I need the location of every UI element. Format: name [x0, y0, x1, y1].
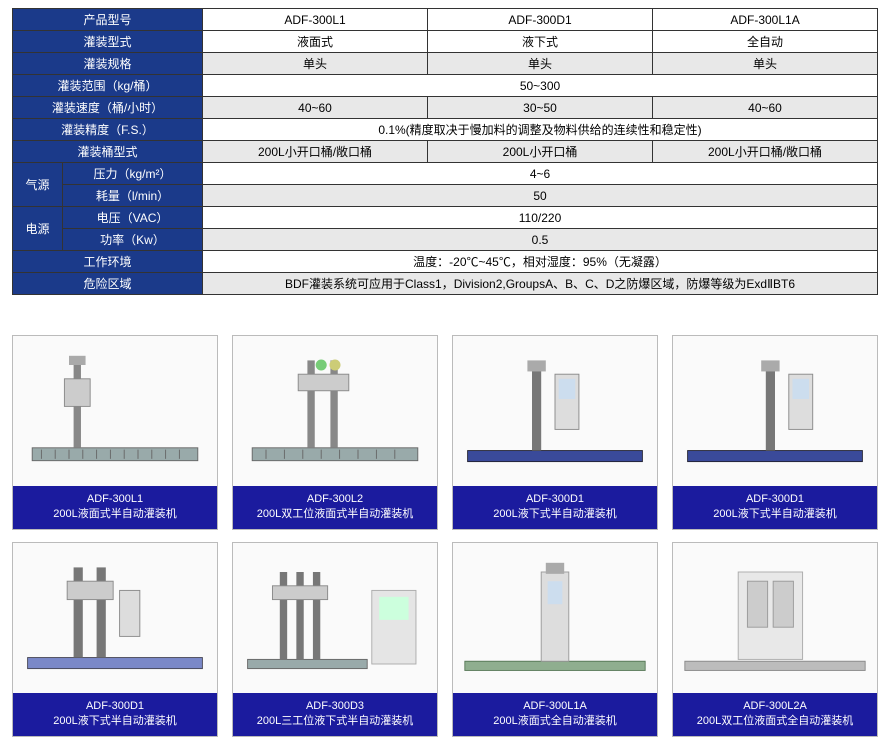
- product-caption: ADF-300D3 200L三工位液下式半自动灌装机: [233, 693, 437, 736]
- product-desc: 200L液下式半自动灌装机: [455, 507, 655, 522]
- row-barrel-type: 灌装桶型式: [13, 141, 203, 163]
- product-card: ADF-300L1A 200L液面式全自动灌装机: [452, 542, 658, 737]
- product-image: [233, 543, 437, 693]
- cell: 0.1%(精度取决于慢加料的调整及物料供给的连续性和稳定性): [203, 119, 878, 141]
- row-fill-type: 灌装型式: [13, 31, 203, 53]
- product-caption: ADF-300D1 200L液下式半自动灌装机: [673, 486, 877, 529]
- product-caption: ADF-300D1 200L液下式半自动灌装机: [13, 693, 217, 736]
- product-model: ADF-300D3: [235, 699, 435, 714]
- product-caption: ADF-300D1 200L液下式半自动灌装机: [453, 486, 657, 529]
- product-model: ADF-300D1: [675, 492, 875, 507]
- product-card: ADF-300D1 200L液下式半自动灌装机: [672, 335, 878, 530]
- product-model: ADF-300D1: [15, 699, 215, 714]
- product-desc: 200L液下式半自动灌装机: [675, 507, 875, 522]
- product-model: ADF-300D1: [455, 492, 655, 507]
- cell: ADF-300L1: [203, 9, 428, 31]
- cell: 40~60: [653, 97, 878, 119]
- product-image: [233, 336, 437, 486]
- cell: 200L小开口桶/敞口桶: [203, 141, 428, 163]
- product-image: [13, 543, 217, 693]
- row-product-model: 产品型号: [13, 9, 203, 31]
- product-card: ADF-300D1 200L液下式半自动灌装机: [12, 542, 218, 737]
- product-image: [13, 336, 217, 486]
- product-grid: ADF-300L1 200L液面式半自动灌装机 ADF-300L2 200L双工…: [12, 335, 878, 737]
- cell: 液面式: [203, 31, 428, 53]
- cell: 50~300: [203, 75, 878, 97]
- cell: ADF-300L1A: [653, 9, 878, 31]
- cell: 温度：-20℃~45℃，相对湿度：95%（无凝露）: [203, 251, 878, 273]
- product-caption: ADF-300L2A 200L双工位液面式全自动灌装机: [673, 693, 877, 736]
- product-desc: 200L液下式半自动灌装机: [15, 714, 215, 729]
- product-image: [673, 336, 877, 486]
- cell: 200L小开口桶: [428, 141, 653, 163]
- row-air-source: 气源: [13, 163, 63, 207]
- row-voltage: 电压（VAC）: [63, 207, 203, 229]
- product-card: ADF-300L2 200L双工位液面式半自动灌装机: [232, 335, 438, 530]
- product-caption: ADF-300L2 200L双工位液面式半自动灌装机: [233, 486, 437, 529]
- cell: 0.5: [203, 229, 878, 251]
- cell: 50: [203, 185, 878, 207]
- row-hazard-area: 危险区域: [13, 273, 203, 295]
- product-card: ADF-300L1 200L液面式半自动灌装机: [12, 335, 218, 530]
- cell: 单头: [203, 53, 428, 75]
- product-model: ADF-300L2: [235, 492, 435, 507]
- row-fill-range: 灌装范围（kg/桶）: [13, 75, 203, 97]
- row-work-env: 工作环境: [13, 251, 203, 273]
- row-fill-accuracy: 灌装精度（F.S.）: [13, 119, 203, 141]
- product-image: [673, 543, 877, 693]
- product-caption: ADF-300L1 200L液面式半自动灌装机: [13, 486, 217, 529]
- product-card: ADF-300L2A 200L双工位液面式全自动灌装机: [672, 542, 878, 737]
- product-model: ADF-300L1: [15, 492, 215, 507]
- row-consumption: 耗量（l/min）: [63, 185, 203, 207]
- cell: 4~6: [203, 163, 878, 185]
- cell: 40~60: [203, 97, 428, 119]
- row-fill-speed: 灌装速度（桶/小时）: [13, 97, 203, 119]
- cell: 单头: [653, 53, 878, 75]
- spec-table: 产品型号 ADF-300L1 ADF-300D1 ADF-300L1A 灌装型式…: [12, 8, 878, 295]
- cell: 全自动: [653, 31, 878, 53]
- cell: 单头: [428, 53, 653, 75]
- product-desc: 200L双工位液面式全自动灌装机: [675, 714, 875, 729]
- product-card: ADF-300D1 200L液下式半自动灌装机: [452, 335, 658, 530]
- product-desc: 200L液面式半自动灌装机: [15, 507, 215, 522]
- product-card: ADF-300D3 200L三工位液下式半自动灌装机: [232, 542, 438, 737]
- cell: 30~50: [428, 97, 653, 119]
- product-model: ADF-300L1A: [455, 699, 655, 714]
- product-desc: 200L三工位液下式半自动灌装机: [235, 714, 435, 729]
- row-pressure: 压力（kg/m²）: [63, 163, 203, 185]
- row-fill-spec: 灌装规格: [13, 53, 203, 75]
- product-caption: ADF-300L1A 200L液面式全自动灌装机: [453, 693, 657, 736]
- cell: 200L小开口桶/敞口桶: [653, 141, 878, 163]
- cell: 110/220: [203, 207, 878, 229]
- product-image: [453, 336, 657, 486]
- row-power-source: 电源: [13, 207, 63, 251]
- product-model: ADF-300L2A: [675, 699, 875, 714]
- cell: BDF灌装系统可应用于Class1，Division2,GroupsA、B、C、…: [203, 273, 878, 295]
- cell: ADF-300D1: [428, 9, 653, 31]
- row-power: 功率（Kw）: [63, 229, 203, 251]
- cell: 液下式: [428, 31, 653, 53]
- product-image: [453, 543, 657, 693]
- product-desc: 200L液面式全自动灌装机: [455, 714, 655, 729]
- product-desc: 200L双工位液面式半自动灌装机: [235, 507, 435, 522]
